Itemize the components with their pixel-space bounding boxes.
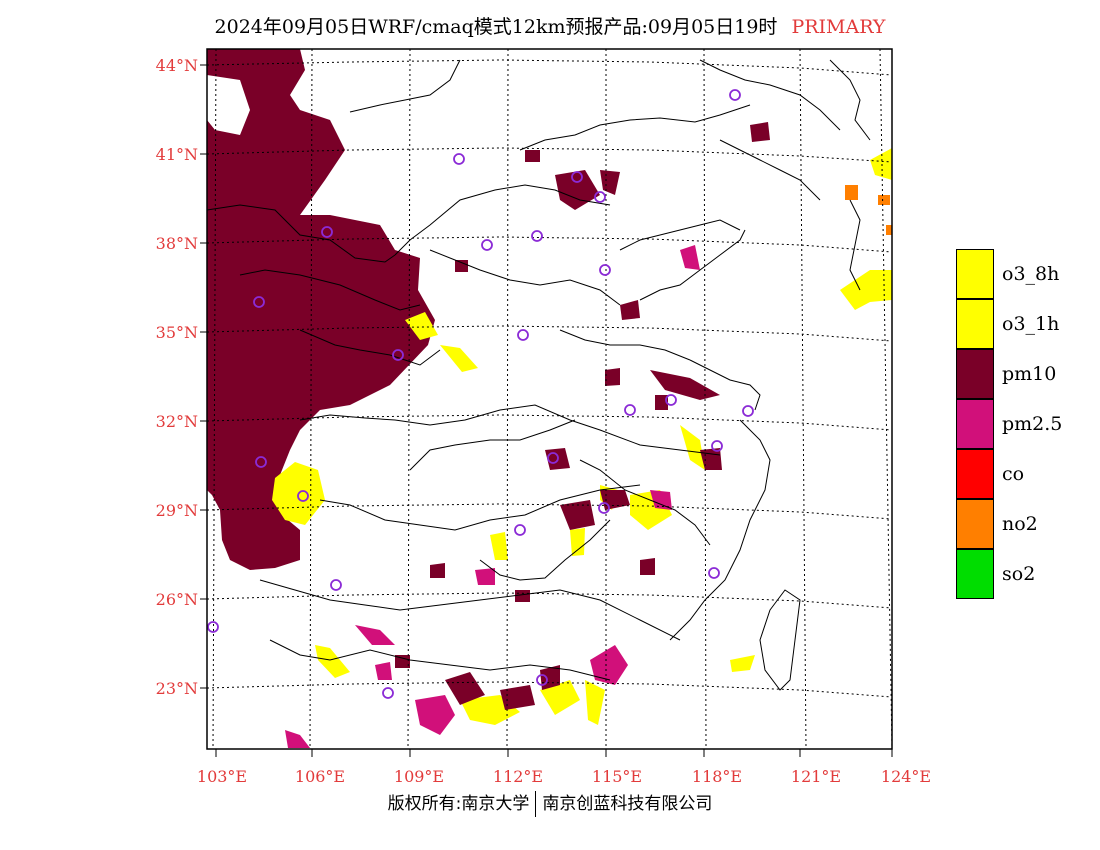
lat-label-7: 23°N — [156, 679, 198, 698]
lon-label-7: 124°E — [881, 767, 931, 786]
legend-item-co: co — [956, 449, 1096, 499]
legend-item-no2: no2 — [956, 499, 1096, 549]
station-markers — [207, 89, 754, 699]
graticule — [207, 49, 892, 749]
boundaries — [207, 59, 871, 691]
lat-label-5: 29°N — [156, 501, 198, 520]
legend-item-o31h: o3_1h — [956, 299, 1096, 349]
white-gap — [207, 75, 250, 135]
legend-swatch — [956, 399, 994, 449]
legend-swatch — [956, 249, 994, 299]
legend-label: co — [1002, 463, 1025, 485]
lon-label-6: 121°E — [791, 767, 841, 786]
pm25-patches — [285, 245, 700, 748]
legend-label: so2 — [1002, 563, 1036, 585]
legend-label: no2 — [1002, 513, 1038, 535]
map-content — [207, 49, 892, 749]
title-text: 2024年09月05日WRF/cmaq模式12km预报产品:09月05日19时 — [214, 16, 778, 38]
legend: o3_8h o3_1h pm10 pm2.5 co no2 so2 — [956, 249, 1096, 599]
legend-label: pm2.5 — [1002, 413, 1063, 435]
legend-item-so2: so2 — [956, 549, 1096, 599]
legend-item-pm25: pm2.5 — [956, 399, 1096, 449]
legend-item-pm10: pm10 — [956, 349, 1096, 399]
primary-tag: PRIMARY — [791, 16, 886, 38]
credit-right: 南京创蓝科技有限公司 — [542, 794, 713, 814]
credit-separator — [535, 791, 537, 817]
legend-swatch — [956, 499, 994, 549]
lon-label-4: 115°E — [592, 767, 642, 786]
lon-label-2: 109°E — [394, 767, 444, 786]
lat-label-6: 26°N — [156, 590, 198, 609]
legend-swatch — [956, 549, 994, 599]
legend-swatch — [956, 299, 994, 349]
longitude-ticks: 103°E 106°E 109°E 112°E 115°E 118°E 121°E 124°E — [197, 749, 931, 786]
legend-label: o3_8h — [1002, 263, 1060, 285]
lon-label-5: 118°E — [692, 767, 742, 786]
credit-line: 版权所有:南京大学 南京创蓝科技有限公司 — [0, 789, 1100, 817]
legend-swatch — [956, 349, 994, 399]
lat-label-4: 32°N — [156, 412, 198, 431]
map-title: 2024年09月05日WRF/cmaq模式12km预报产品:09月05日19时 P… — [0, 12, 1100, 39]
lat-label-1: 41°N — [156, 145, 198, 164]
legend-label: pm10 — [1002, 363, 1057, 385]
lon-label-1: 106°E — [295, 767, 345, 786]
lat-label-0: 44°N — [156, 56, 198, 75]
pm10-west-region — [207, 49, 435, 570]
lat-label-3: 35°N — [156, 323, 198, 342]
legend-item-o38h: o3_8h — [956, 249, 1096, 299]
lat-label-2: 38°N — [156, 234, 198, 253]
lon-label-0: 103°E — [197, 767, 247, 786]
lon-label-3: 112°E — [493, 767, 543, 786]
legend-swatch — [956, 449, 994, 499]
no2-patches — [845, 185, 892, 235]
latitude-ticks: 44°N 41°N 38°N 35°N 32°N 29°N 26°N 23°N — [156, 56, 207, 698]
credit-left: 版权所有:南京大学 — [387, 794, 530, 814]
map-frame — [206, 48, 893, 750]
legend-label: o3_1h — [1002, 313, 1060, 335]
